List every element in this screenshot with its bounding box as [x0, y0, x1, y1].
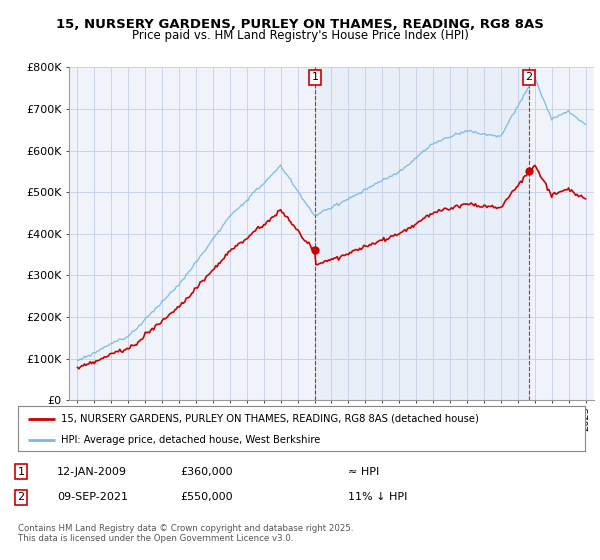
Text: 15, NURSERY GARDENS, PURLEY ON THAMES, READING, RG8 8AS (detached house): 15, NURSERY GARDENS, PURLEY ON THAMES, R…	[61, 413, 478, 423]
Text: 11% ↓ HPI: 11% ↓ HPI	[348, 492, 407, 502]
Text: HPI: Average price, detached house, West Berkshire: HPI: Average price, detached house, West…	[61, 435, 320, 445]
Text: 09-SEP-2021: 09-SEP-2021	[57, 492, 128, 502]
Text: 15, NURSERY GARDENS, PURLEY ON THAMES, READING, RG8 8AS: 15, NURSERY GARDENS, PURLEY ON THAMES, R…	[56, 18, 544, 31]
Text: Price paid vs. HM Land Registry's House Price Index (HPI): Price paid vs. HM Land Registry's House …	[131, 29, 469, 42]
Text: Contains HM Land Registry data © Crown copyright and database right 2025.
This d: Contains HM Land Registry data © Crown c…	[18, 524, 353, 543]
Text: ≈ HPI: ≈ HPI	[348, 466, 379, 477]
Text: 1: 1	[17, 466, 25, 477]
Text: £360,000: £360,000	[180, 466, 233, 477]
Text: 12-JAN-2009: 12-JAN-2009	[57, 466, 127, 477]
Text: 1: 1	[312, 72, 319, 82]
Text: 2: 2	[17, 492, 25, 502]
Bar	[316, 67, 529, 400]
Text: £550,000: £550,000	[180, 492, 233, 502]
Text: 2: 2	[526, 72, 533, 82]
